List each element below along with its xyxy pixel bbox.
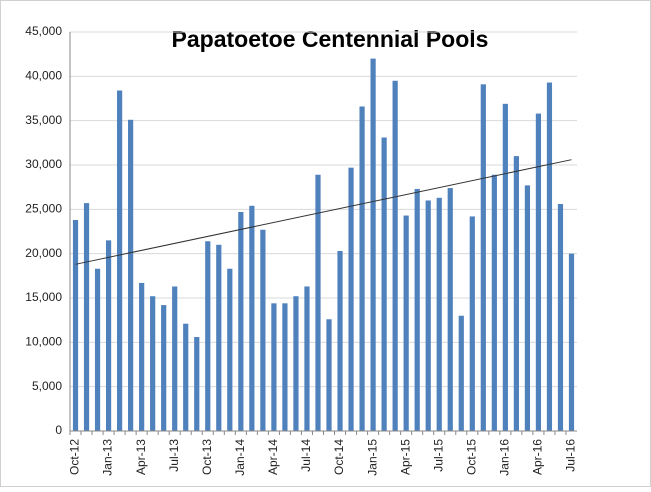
bar bbox=[128, 119, 134, 431]
bar bbox=[359, 106, 365, 431]
bar bbox=[414, 188, 420, 431]
bar bbox=[172, 286, 178, 431]
bar bbox=[227, 268, 233, 431]
bar bbox=[370, 58, 376, 431]
bar bbox=[546, 82, 553, 431]
bar bbox=[425, 200, 431, 431]
bar bbox=[535, 113, 542, 431]
y-tick-label: 40,000 bbox=[25, 69, 62, 83]
y-tick-label: 20,000 bbox=[25, 246, 62, 260]
x-tick-label: Jan-13 bbox=[101, 439, 115, 476]
bar bbox=[491, 174, 497, 431]
bar bbox=[105, 240, 112, 431]
x-tick-label: Oct-12 bbox=[68, 439, 82, 475]
bar bbox=[271, 303, 277, 431]
bar bbox=[480, 84, 486, 432]
x-tick-label: Apr-14 bbox=[266, 439, 280, 475]
bar bbox=[337, 251, 343, 431]
bar bbox=[238, 211, 244, 431]
y-tick-label: 5,000 bbox=[32, 379, 62, 393]
bar bbox=[249, 205, 255, 431]
bar bbox=[381, 137, 387, 431]
y-tick-label: 10,000 bbox=[25, 335, 62, 349]
bar bbox=[502, 103, 508, 431]
x-tick-label: Jan-14 bbox=[233, 439, 247, 476]
x-tick-label: Jan-16 bbox=[498, 439, 512, 476]
x-tick-label: Apr-16 bbox=[531, 439, 545, 475]
bar bbox=[403, 215, 409, 431]
trendline bbox=[75, 159, 572, 265]
bar bbox=[83, 203, 90, 431]
bar bbox=[326, 319, 332, 431]
bar bbox=[304, 286, 310, 431]
bar bbox=[139, 282, 145, 431]
bar bbox=[183, 323, 189, 431]
chart-title: Papatoetoe Centennial Pools bbox=[172, 26, 489, 52]
y-tick-label: 35,000 bbox=[25, 113, 62, 127]
bar bbox=[260, 229, 266, 431]
bar bbox=[392, 80, 398, 432]
y-tick-label: 0 bbox=[55, 423, 62, 437]
bar bbox=[205, 241, 211, 431]
y-tick-label: 25,000 bbox=[25, 202, 62, 216]
bar bbox=[216, 244, 222, 431]
x-tick-label: Apr-13 bbox=[134, 439, 148, 475]
bar bbox=[557, 204, 564, 431]
x-tick-label: Jan-15 bbox=[365, 439, 379, 476]
x-tick-label: Jul-15 bbox=[431, 439, 445, 472]
bar bbox=[293, 296, 299, 431]
bar bbox=[94, 268, 101, 431]
bar bbox=[161, 305, 167, 431]
y-tick-label: 30,000 bbox=[25, 157, 62, 171]
x-tick-label: Jul-13 bbox=[167, 439, 181, 472]
x-tick-label: Oct-15 bbox=[464, 439, 478, 475]
bar bbox=[116, 90, 123, 432]
x-tick-label: Jul-16 bbox=[564, 439, 578, 472]
bar bbox=[194, 337, 200, 431]
x-tick-label: Jul-14 bbox=[299, 439, 313, 472]
x-tick-label: Oct-14 bbox=[332, 439, 346, 475]
bar bbox=[315, 174, 321, 431]
bar bbox=[513, 156, 519, 431]
bar bbox=[568, 253, 575, 431]
bar bbox=[469, 216, 475, 431]
bar bbox=[458, 315, 464, 431]
x-tick-label: Oct-13 bbox=[200, 439, 214, 475]
bar bbox=[72, 219, 79, 431]
bar bbox=[348, 167, 354, 431]
x-tick-label: Apr-15 bbox=[398, 439, 412, 475]
y-tick-label: 45,000 bbox=[25, 24, 62, 38]
bar bbox=[282, 303, 288, 431]
bar bbox=[524, 185, 531, 431]
bar bbox=[150, 296, 156, 431]
y-tick-label: 15,000 bbox=[25, 290, 62, 304]
bar bbox=[436, 197, 442, 431]
bar bbox=[447, 188, 453, 431]
